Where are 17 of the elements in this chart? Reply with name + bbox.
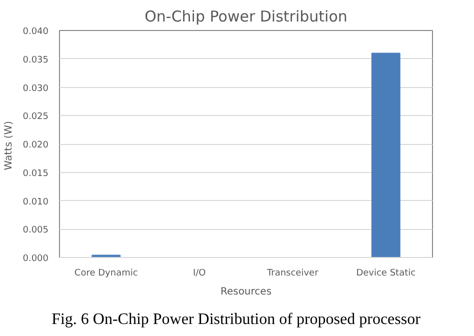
x-axis-title: Resources	[220, 286, 272, 298]
y-tick-label: 0.015	[22, 168, 48, 179]
x-tick-label: I/O	[192, 268, 206, 278]
y-tick-label: 0.030	[22, 84, 49, 94]
x-tick-label: Device Static	[356, 268, 416, 278]
caption: Fig. 6 On-Chip Power Distribution of proposed processor	[52, 310, 420, 330]
x-tick-label: Core Dynamic	[74, 268, 138, 278]
y-tick-label: 0.025	[22, 112, 48, 122]
x-tick-label: Transceiver	[266, 268, 319, 278]
y-tick-label: 0.000	[22, 254, 49, 264]
y-tick-label: 0.010	[22, 197, 49, 208]
y-tick-label: 0.035	[22, 55, 48, 66]
y-tick-label: 0.005	[22, 226, 48, 236]
y-axis-title: Watts (W)	[4, 120, 15, 170]
chart-title: On-Chip Power Distribution	[144, 8, 348, 26]
y-tick-label: 0.040	[22, 27, 49, 37]
y-tick-label: 0.020	[22, 140, 49, 150]
